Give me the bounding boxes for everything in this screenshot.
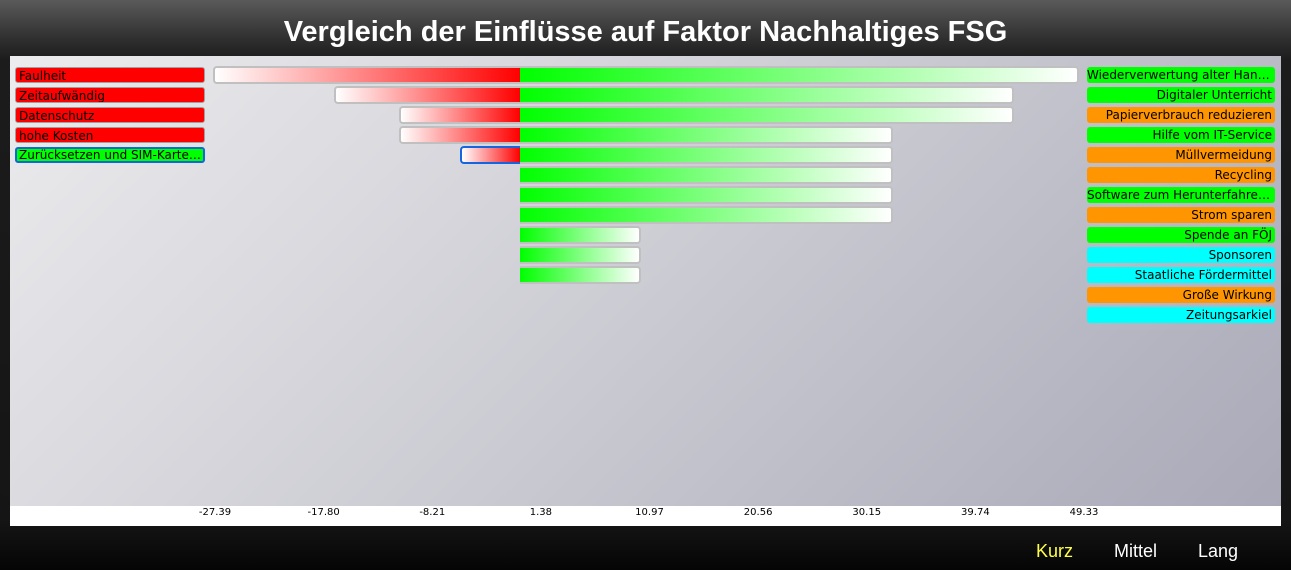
negative-factor-label[interactable]: Datenschutz	[15, 107, 205, 123]
positive-bar[interactable]	[520, 126, 893, 144]
x-axis	[10, 506, 1281, 526]
negative-bar[interactable]	[399, 106, 520, 124]
positive-factor-label[interactable]: Wiederverwertung alter Handy...	[1087, 67, 1275, 83]
negative-factor-label[interactable]: hohe Kosten	[15, 127, 205, 143]
x-tick-label: -8.21	[419, 507, 446, 518]
x-tick-label: 10.97	[635, 507, 664, 518]
positive-bar[interactable]	[520, 106, 1014, 124]
positive-bar[interactable]	[520, 206, 893, 224]
positive-factor-label[interactable]: Spende an FÖJ	[1087, 227, 1275, 243]
positive-bar[interactable]	[520, 266, 641, 284]
positive-factor-label[interactable]: Große Wirkung	[1087, 287, 1275, 303]
x-tick-label: -17.80	[307, 507, 340, 518]
negative-factor-label[interactable]: Zurücksetzen und SIM-Karte e...	[15, 147, 205, 163]
positive-bar[interactable]	[520, 86, 1014, 104]
positive-factor-label[interactable]: Hilfe vom IT-Service	[1087, 127, 1275, 143]
tab-lang[interactable]: Lang	[1198, 541, 1239, 561]
positive-bar[interactable]	[520, 146, 893, 164]
positive-factor-label[interactable]: Strom sparen	[1087, 207, 1275, 223]
positive-factor-label[interactable]: Zeitungsarkiel	[1087, 307, 1275, 323]
positive-factor-label[interactable]: Digitaler Unterricht	[1087, 87, 1275, 103]
positive-factor-label[interactable]: Papierverbrauch reduzieren	[1087, 107, 1275, 123]
negative-factor-label[interactable]: Faulheit	[15, 67, 205, 83]
positive-bar[interactable]	[520, 66, 1080, 84]
positive-bar[interactable]	[520, 186, 893, 204]
x-tick-label: 49.33	[1069, 507, 1099, 518]
negative-bar[interactable]	[212, 66, 520, 84]
positive-bar[interactable]	[520, 226, 641, 244]
x-tick-label: 39.74	[961, 507, 990, 518]
tab-kurz[interactable]: Kurz	[1036, 541, 1074, 561]
x-tick-label: 1.38	[529, 507, 552, 518]
negative-bar[interactable]	[459, 146, 520, 164]
positive-factor-label[interactable]: Recycling	[1087, 167, 1275, 183]
positive-bar[interactable]	[520, 246, 641, 264]
x-tick-label: 30.15	[852, 507, 882, 518]
x-tick-label: -27.39	[198, 507, 232, 518]
negative-bar[interactable]	[333, 86, 520, 104]
x-tick-label: 20.56	[743, 507, 773, 518]
negative-factor-label[interactable]: Zeitaufwändig	[15, 87, 205, 103]
tab-mittel[interactable]: Mittel	[1114, 541, 1158, 561]
negative-bar[interactable]	[399, 126, 520, 144]
positive-factor-label[interactable]: Müllvermeidung	[1087, 147, 1275, 163]
positive-bar[interactable]	[520, 166, 893, 184]
positive-factor-label[interactable]: Staatliche Fördermittel	[1087, 267, 1275, 283]
positive-factor-label[interactable]: Sponsoren	[1087, 247, 1275, 263]
positive-factor-label[interactable]: Software zum Herunterfahren ...	[1087, 187, 1275, 203]
chart-title: Vergleich der Einflüsse auf Faktor Nachh…	[283, 16, 1008, 48]
